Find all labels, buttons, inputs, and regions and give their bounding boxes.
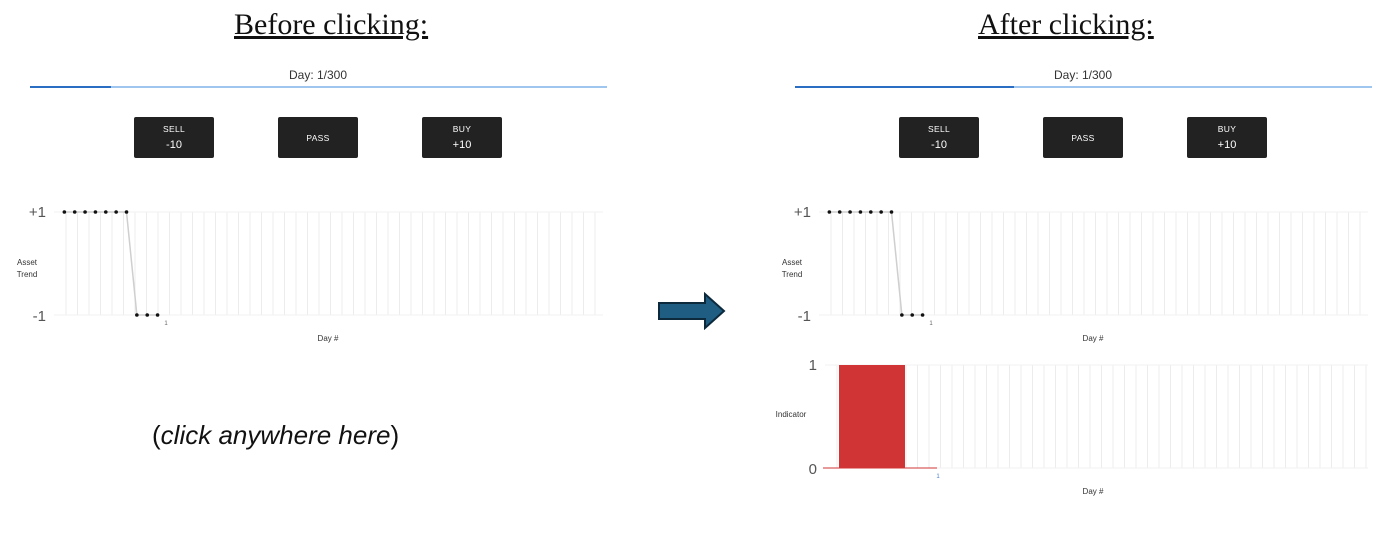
asset-trend-chart: +1 -1 Asset Trend 1 Day # <box>782 204 1368 343</box>
progress-bar <box>30 86 607 88</box>
after-panel: After clicking: Day: 1/300 SELL -10 PASS… <box>765 0 1395 536</box>
x-tick-label: 1 <box>936 474 940 480</box>
hint-close-paren: ) <box>390 420 400 450</box>
pass-button-label: PASS <box>1071 132 1095 143</box>
trend-line <box>64 211 158 316</box>
y-tick-label: +1 <box>794 204 811 221</box>
y-tick-label: -1 <box>798 308 811 325</box>
trend-point <box>62 210 67 214</box>
buy-button[interactable]: BUY +10 <box>422 117 502 158</box>
trend-point <box>837 210 842 214</box>
day-label: Day: 1/300 <box>288 68 348 82</box>
y-axis-label-line: Trend <box>782 270 803 279</box>
indicator-chart[interactable]: 1 0 Indicator 1 Day # <box>765 348 1385 503</box>
indicator-bar <box>839 365 905 468</box>
asset-trend-chart: +1 -1 Asset Trend 1 Day # <box>17 204 603 343</box>
trend-point <box>848 210 852 214</box>
trend-point <box>103 210 108 214</box>
x-axis-label: Day # <box>1083 334 1104 343</box>
y-tick-label: +1 <box>29 204 46 221</box>
trend-point <box>827 210 832 214</box>
trend-point <box>83 210 87 214</box>
trend-point <box>72 210 77 214</box>
before-panel: Before clicking: Day: 1/300 SELL -10 PAS… <box>0 0 640 536</box>
buy-button-value: +10 <box>1217 139 1237 151</box>
x-tick-label: 1 <box>929 321 933 327</box>
buy-button-label: BUY <box>1217 124 1237 134</box>
trend-point <box>879 210 883 214</box>
y-tick-label: 1 <box>809 357 817 374</box>
y-axis-label: Indicator <box>776 410 807 419</box>
x-axis-label: Day # <box>1083 487 1104 496</box>
y-axis-label-line: Trend <box>17 270 38 279</box>
trend-point <box>145 313 150 317</box>
buy-button-value: +10 <box>452 139 472 151</box>
trend-point <box>910 313 915 317</box>
sell-button-label: SELL <box>163 124 185 134</box>
pass-button[interactable]: PASS <box>1043 117 1123 158</box>
progress-bar <box>795 86 1372 88</box>
buy-button[interactable]: BUY +10 <box>1187 117 1267 158</box>
trend-point <box>124 210 129 214</box>
click-anywhere-hint[interactable]: (click anywhere here) <box>152 420 399 451</box>
progress-fill <box>795 86 1015 88</box>
y-axis-label-line: Asset <box>17 258 38 267</box>
after-heading: After clicking: <box>978 8 1154 41</box>
grid-lines <box>819 211 1368 316</box>
pass-button[interactable]: PASS <box>278 117 358 158</box>
trend-line <box>829 211 923 316</box>
sell-button[interactable]: SELL -10 <box>134 117 214 158</box>
trend-point <box>93 210 98 214</box>
trend-point <box>135 313 139 317</box>
hint-open-paren: ( <box>152 420 161 450</box>
y-axis-label: Asset Trend <box>17 258 38 279</box>
trend-point <box>868 210 873 214</box>
trend-point <box>889 210 894 214</box>
day-label: Day: 1/300 <box>1053 68 1113 82</box>
sell-button-label: SELL <box>928 124 950 134</box>
trend-point <box>155 313 160 317</box>
hint-text: click anywhere here <box>160 420 391 450</box>
y-axis-label-line: Indicator <box>776 410 807 419</box>
sell-button[interactable]: SELL -10 <box>899 117 979 158</box>
trend-point <box>900 313 904 317</box>
grid-lines <box>54 211 603 316</box>
buy-button-label: BUY <box>452 124 472 134</box>
trend-point <box>920 313 925 317</box>
x-axis-label: Day # <box>318 334 339 343</box>
sell-button-value: -10 <box>166 139 182 151</box>
trend-point <box>114 210 118 214</box>
trend-point <box>858 210 863 214</box>
y-tick-label: 0 <box>809 461 817 478</box>
sell-button-value: -10 <box>931 139 947 151</box>
y-axis-label-line: Asset <box>782 258 803 267</box>
right-arrow-icon <box>658 292 726 330</box>
pass-button-label: PASS <box>306 132 330 143</box>
y-axis-label: Asset Trend <box>782 258 803 279</box>
y-tick-label: -1 <box>33 308 46 325</box>
before-heading: Before clicking: <box>234 8 429 41</box>
progress-fill <box>30 86 111 88</box>
grid-lines <box>825 364 1368 469</box>
x-tick-label: 1 <box>164 321 168 327</box>
